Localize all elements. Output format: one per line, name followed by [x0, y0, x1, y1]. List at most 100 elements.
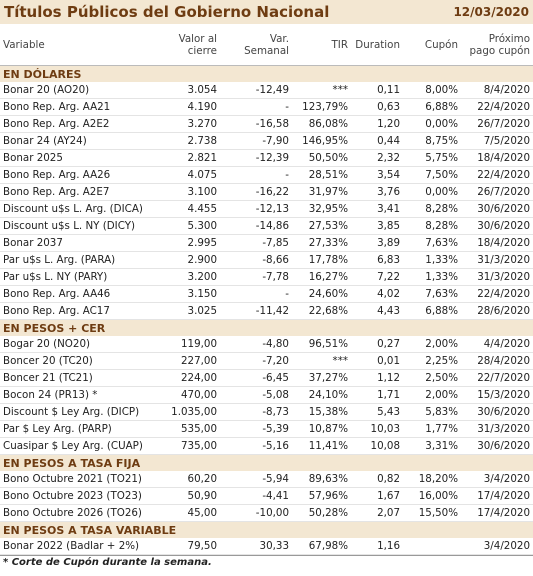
cell: 3.270: [145, 115, 220, 133]
cell: 2.821: [145, 149, 220, 167]
bond-name: Boncer 20 (TC20): [0, 352, 145, 370]
section-row: EN PESOS + CER: [0, 319, 533, 336]
section-row: EN DÓLARES: [0, 65, 533, 82]
cell: 1,71: [351, 386, 403, 404]
cell: -12,39: [220, 149, 292, 167]
cell: 10,08: [351, 437, 403, 455]
cell: 22/7/2020: [461, 369, 533, 387]
cell: 1,77%: [403, 420, 461, 438]
cell: 0,27: [351, 336, 403, 353]
cell: 5,43: [351, 403, 403, 421]
column-label: Duration: [355, 38, 400, 51]
cell: 3.025: [145, 302, 220, 320]
cell: 1,33%: [403, 268, 461, 286]
cell: 227,00: [145, 352, 220, 370]
column-header: Variable: [0, 24, 145, 66]
data-row: Bono Rep. Arg. AA46 3.150-24,60% 4,02 7,63%…: [0, 285, 533, 303]
data-row: Bocon 24 (PR13) * 470,00 -5,08 24,10% 1,71 2,…: [0, 386, 533, 404]
data-row: Bono Rep. Arg. AA26 4.075-28,51% 3,54 7,50%…: [0, 166, 533, 184]
data-row: Bono Rep. Arg. A2E7 3.100 -16,22 31,97% 3,76…: [0, 183, 533, 201]
column-header: Duration: [351, 24, 403, 66]
cell: 4.190: [145, 98, 220, 116]
bond-name: Discount u$s L. NY (DICY): [0, 217, 145, 235]
column-header: Próximo pago cupón: [461, 24, 533, 66]
cell: 2,00%: [403, 386, 461, 404]
cell: 4,02: [351, 285, 403, 303]
data-row: Discount $ Ley Arg. (DICP) 1.035,00 -8,73 1…: [0, 403, 533, 421]
bond-name: Boncer 21 (TC21): [0, 369, 145, 387]
section-title: EN PESOS + CER: [0, 319, 533, 336]
cell: -7,20: [220, 352, 292, 370]
cell: 4.455: [145, 200, 220, 218]
cell: -5,94: [220, 471, 292, 488]
data-row: Bonar 2022 (Badlar + 2%) 79,50 30,33 67,98%…: [0, 538, 533, 555]
cell: 31,97%: [292, 183, 351, 201]
bond-name: Bono Rep. Arg. AA21: [0, 98, 145, 116]
data-row: Par u$s L. Arg. (PARA) 2.900 -8,66 17,78% 6,…: [0, 251, 533, 269]
column-header: Valor al cierre: [145, 24, 220, 66]
column-label: Próximo pago cupón: [469, 32, 530, 57]
cell: 8/4/2020: [461, 82, 533, 99]
cell: 8,28%: [403, 200, 461, 218]
data-row: Discount u$s L. Arg. (DICA) 4.455 -12,13 32…: [0, 200, 533, 218]
column-header: TIR: [292, 24, 351, 66]
bond-table: Variable Valor al cierre Var. Semanal TIR Du…: [0, 24, 533, 555]
cell: -12,49: [220, 82, 292, 99]
footnote: * Corte de Cupón durante la semana.: [0, 555, 533, 569]
cell: 10,03: [351, 420, 403, 438]
cell: 22/4/2020: [461, 98, 533, 116]
data-row: Par u$s L. NY (PARY) 3.200 -7,78 16,27% 7,22…: [0, 268, 533, 286]
cell: 31/3/2020: [461, 251, 533, 269]
bond-name: Bono Rep. Arg. AA26: [0, 166, 145, 184]
cell: 0,00%: [403, 115, 461, 133]
bond-name: Par u$s L. NY (PARY): [0, 268, 145, 286]
column-header: Var. Semanal: [220, 24, 292, 66]
cell: 0,11: [351, 82, 403, 99]
cell: 4,43: [351, 302, 403, 320]
cell: 86,08%: [292, 115, 351, 133]
bond-name: Discount u$s L. Arg. (DICA): [0, 200, 145, 218]
cell: -12,13: [220, 200, 292, 218]
data-row: Bonar 24 (AY24) 2.738 -7,90 146,95% 0,44 8,75…: [0, 132, 533, 150]
cell: -16,58: [220, 115, 292, 133]
data-row: Bono Octubre 2026 (TO26) 45,00 -10,00 50,28…: [0, 504, 533, 522]
cell: 3,76: [351, 183, 403, 201]
cell: ***: [292, 82, 351, 99]
cell: 3.200: [145, 268, 220, 286]
cell: 1,12: [351, 369, 403, 387]
column-label: Valor al cierre: [178, 32, 217, 57]
cell: 27,33%: [292, 234, 351, 252]
section-row: EN PESOS A TASA FIJA: [0, 454, 533, 471]
cell: 24,10%: [292, 386, 351, 404]
cell: 18,20%: [403, 471, 461, 488]
cell: 5,83%: [403, 403, 461, 421]
cell: 735,00: [145, 437, 220, 455]
cell: 1,16: [351, 538, 403, 555]
cell: 3,85: [351, 217, 403, 235]
cell: -4,80: [220, 336, 292, 353]
cell: 2.738: [145, 132, 220, 150]
cell: 28/4/2020: [461, 352, 533, 370]
date: 12/03/2020: [453, 5, 529, 19]
cell: -16,22: [220, 183, 292, 201]
cell: 8,00%: [403, 82, 461, 99]
cell: -14,86: [220, 217, 292, 235]
cell: 18/4/2020: [461, 234, 533, 252]
cell: 470,00: [145, 386, 220, 404]
cell: 3.054: [145, 82, 220, 99]
cell: 16,00%: [403, 487, 461, 505]
bond-name: Bonar 2025: [0, 149, 145, 167]
cell: 17,78%: [292, 251, 351, 269]
cell: 2,00%: [403, 336, 461, 353]
cell: -5,08: [220, 386, 292, 404]
cell: 89,63%: [292, 471, 351, 488]
data-row: Cuasipar $ Ley Arg. (CUAP) 735,00 -5,16 11,…: [0, 437, 533, 455]
cell: 2.995: [145, 234, 220, 252]
cell: 3,31%: [403, 437, 461, 455]
cell: 79,50: [145, 538, 220, 555]
cell: 1,67: [351, 487, 403, 505]
cell: -: [220, 285, 292, 303]
cell: 7,50%: [403, 166, 461, 184]
data-row: Bono Rep. Arg. AA21 4.190-123,79% 0,63 6,88…: [0, 98, 533, 116]
bond-name: Bonar 24 (AY24): [0, 132, 145, 150]
